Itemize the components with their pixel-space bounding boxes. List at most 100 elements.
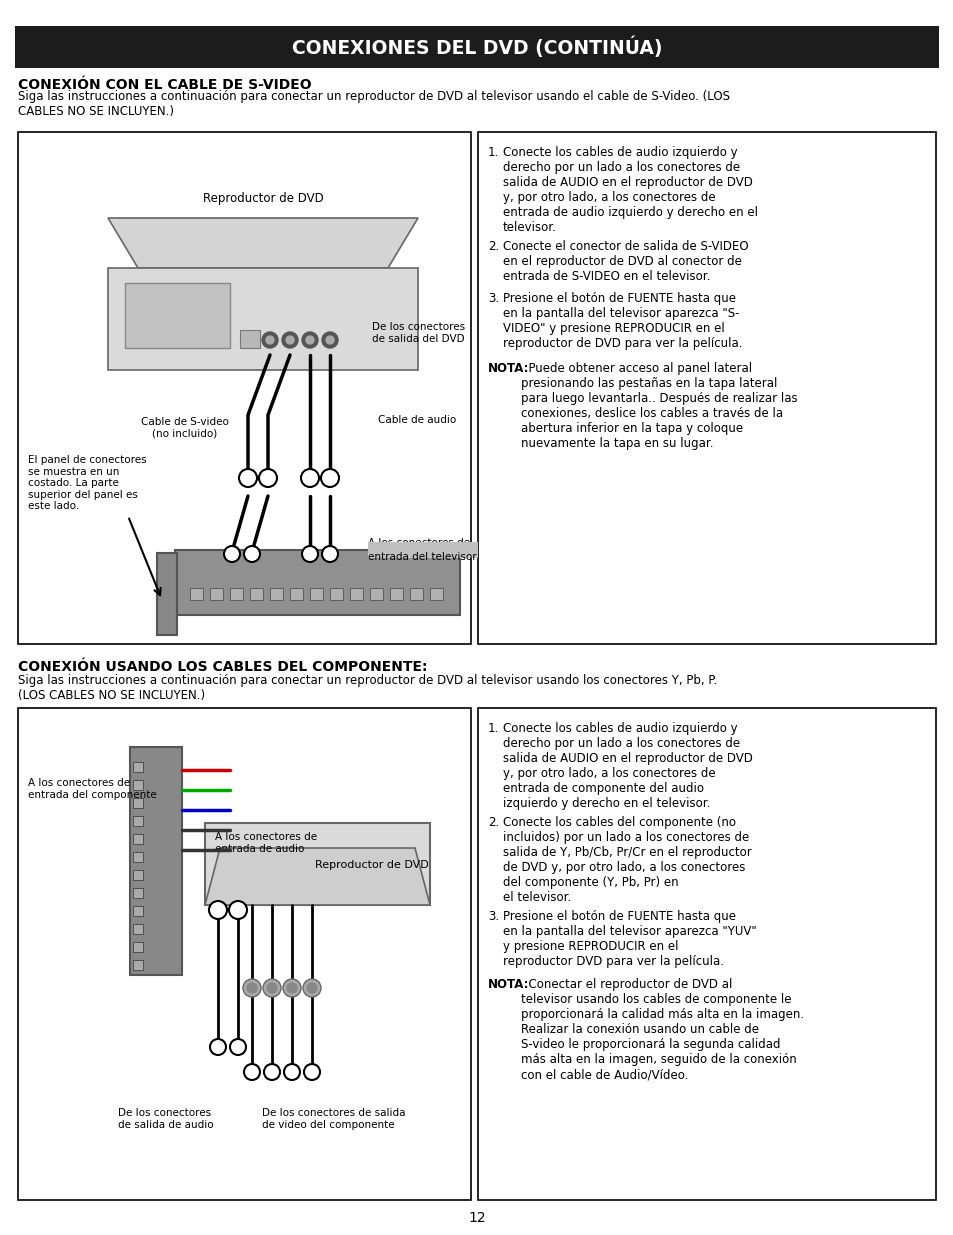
Text: 3.: 3.: [488, 910, 498, 924]
Bar: [240, 330, 260, 348]
Bar: [477, 708, 935, 1200]
Circle shape: [247, 983, 256, 993]
Circle shape: [284, 1065, 299, 1079]
Circle shape: [286, 336, 294, 345]
Bar: [205, 823, 430, 905]
Circle shape: [302, 332, 317, 348]
Text: Conectar el reproductor de DVD al
televisor usando los cables de componente le
p: Conectar el reproductor de DVD al televi…: [520, 978, 803, 1081]
Text: Conecte los cables de audio izquierdo y
derecho por un lado a los conectores de
: Conecte los cables de audio izquierdo y …: [502, 722, 752, 810]
Circle shape: [302, 546, 317, 562]
Circle shape: [304, 1065, 319, 1079]
Polygon shape: [108, 219, 417, 268]
Bar: [132, 816, 143, 826]
Text: Siga las instrucciones a continuación para conectar un reproductor de DVD al tel: Siga las instrucciones a continuación pa…: [18, 90, 729, 119]
Bar: [310, 588, 323, 600]
Circle shape: [266, 336, 274, 345]
Bar: [350, 588, 363, 600]
Bar: [250, 588, 263, 600]
Text: CONEXIÓN USANDO LOS CABLES DEL COMPONENTE:: CONEXIÓN USANDO LOS CABLES DEL COMPONENT…: [18, 659, 427, 674]
Bar: [210, 588, 223, 600]
Circle shape: [320, 469, 338, 487]
Bar: [132, 852, 143, 862]
Bar: [174, 550, 459, 615]
Circle shape: [258, 469, 276, 487]
Text: Reproductor de DVD: Reproductor de DVD: [314, 860, 428, 869]
Circle shape: [229, 902, 247, 919]
Text: Conecte el conector de salida de S-VIDEO
en el reproductor de DVD al conector de: Conecte el conector de salida de S-VIDEO…: [502, 240, 748, 283]
Bar: [370, 588, 382, 600]
Bar: [430, 588, 442, 600]
Circle shape: [244, 546, 260, 562]
Circle shape: [267, 983, 276, 993]
Bar: [132, 888, 143, 898]
Text: Cable de audio: Cable de audio: [377, 415, 456, 425]
Text: Reproductor de DVD: Reproductor de DVD: [202, 191, 323, 205]
Text: Conecte los cables de audio izquierdo y
derecho por un lado a los conectores de
: Conecte los cables de audio izquierdo y …: [502, 146, 758, 233]
Bar: [190, 588, 203, 600]
Circle shape: [326, 336, 334, 345]
Bar: [15, 26, 938, 68]
Bar: [132, 942, 143, 952]
Text: entrada del televisor: entrada del televisor: [368, 552, 476, 562]
Text: 2.: 2.: [488, 816, 498, 829]
Text: De los conectores
de salida de audio: De los conectores de salida de audio: [118, 1108, 213, 1130]
Circle shape: [306, 336, 314, 345]
Bar: [270, 588, 283, 600]
Circle shape: [287, 983, 296, 993]
Circle shape: [322, 332, 337, 348]
Bar: [132, 960, 143, 969]
Circle shape: [282, 332, 297, 348]
Text: Puede obtener acceso al panel lateral
presionando las pestañas en la tapa latera: Puede obtener acceso al panel lateral pr…: [520, 362, 797, 450]
Text: NOTA:: NOTA:: [488, 362, 529, 374]
Circle shape: [239, 469, 256, 487]
Bar: [132, 906, 143, 916]
Text: 1.: 1.: [488, 146, 498, 159]
Circle shape: [230, 1039, 246, 1055]
Bar: [132, 762, 143, 772]
Bar: [330, 588, 343, 600]
Bar: [130, 747, 182, 974]
Bar: [157, 553, 177, 635]
Bar: [132, 798, 143, 808]
Text: De los conectores
de salida del DVD: De los conectores de salida del DVD: [372, 322, 465, 343]
Bar: [125, 283, 230, 348]
Circle shape: [322, 546, 337, 562]
Circle shape: [264, 1065, 280, 1079]
Text: El panel de conectores
se muestra en un
costado. La parte
superior del panel es
: El panel de conectores se muestra en un …: [28, 454, 147, 511]
Circle shape: [263, 979, 281, 997]
Bar: [368, 542, 477, 558]
Text: A los conectores de
entrada del componente: A los conectores de entrada del componen…: [28, 778, 156, 799]
Circle shape: [224, 546, 240, 562]
Text: CONEXIÓN CON EL CABLE DE S-VIDEO: CONEXIÓN CON EL CABLE DE S-VIDEO: [18, 78, 312, 91]
Circle shape: [301, 469, 318, 487]
Circle shape: [283, 979, 301, 997]
Bar: [132, 781, 143, 790]
Circle shape: [303, 979, 320, 997]
Text: Conecte los cables del componente (no
incluidos) por un lado a los conectores de: Conecte los cables del componente (no in…: [502, 816, 751, 904]
Text: Presione el botón de FUENTE hasta que
en la pantalla del televisor aparezca "S-
: Presione el botón de FUENTE hasta que en…: [502, 291, 741, 350]
Text: Siga las instrucciones a continuación para conectar un reproductor de DVD al tel: Siga las instrucciones a continuación pa…: [18, 674, 717, 701]
Circle shape: [307, 983, 316, 993]
Text: A los conectores de: A los conectores de: [368, 538, 470, 548]
Circle shape: [209, 902, 227, 919]
Text: NOTA:: NOTA:: [488, 978, 529, 992]
Circle shape: [210, 1039, 226, 1055]
Text: Cable de S-video
(no incluido): Cable de S-video (no incluido): [141, 417, 229, 438]
Bar: [132, 869, 143, 881]
Bar: [230, 588, 243, 600]
Circle shape: [243, 979, 261, 997]
Polygon shape: [205, 848, 430, 905]
Text: 12: 12: [468, 1212, 485, 1225]
Bar: [290, 588, 303, 600]
Bar: [410, 588, 422, 600]
Bar: [390, 588, 402, 600]
Text: A los conectores de
entrada de audio: A los conectores de entrada de audio: [214, 832, 316, 853]
Circle shape: [262, 332, 277, 348]
Bar: [477, 132, 935, 643]
Bar: [18, 132, 471, 643]
Bar: [108, 268, 417, 370]
Text: 2.: 2.: [488, 240, 498, 253]
Text: De los conectores de salida
de video del componente: De los conectores de salida de video del…: [262, 1108, 405, 1130]
Text: CONEXIONES DEL DVD (CONTINÚA): CONEXIONES DEL DVD (CONTINÚA): [292, 36, 661, 58]
Bar: [132, 924, 143, 934]
